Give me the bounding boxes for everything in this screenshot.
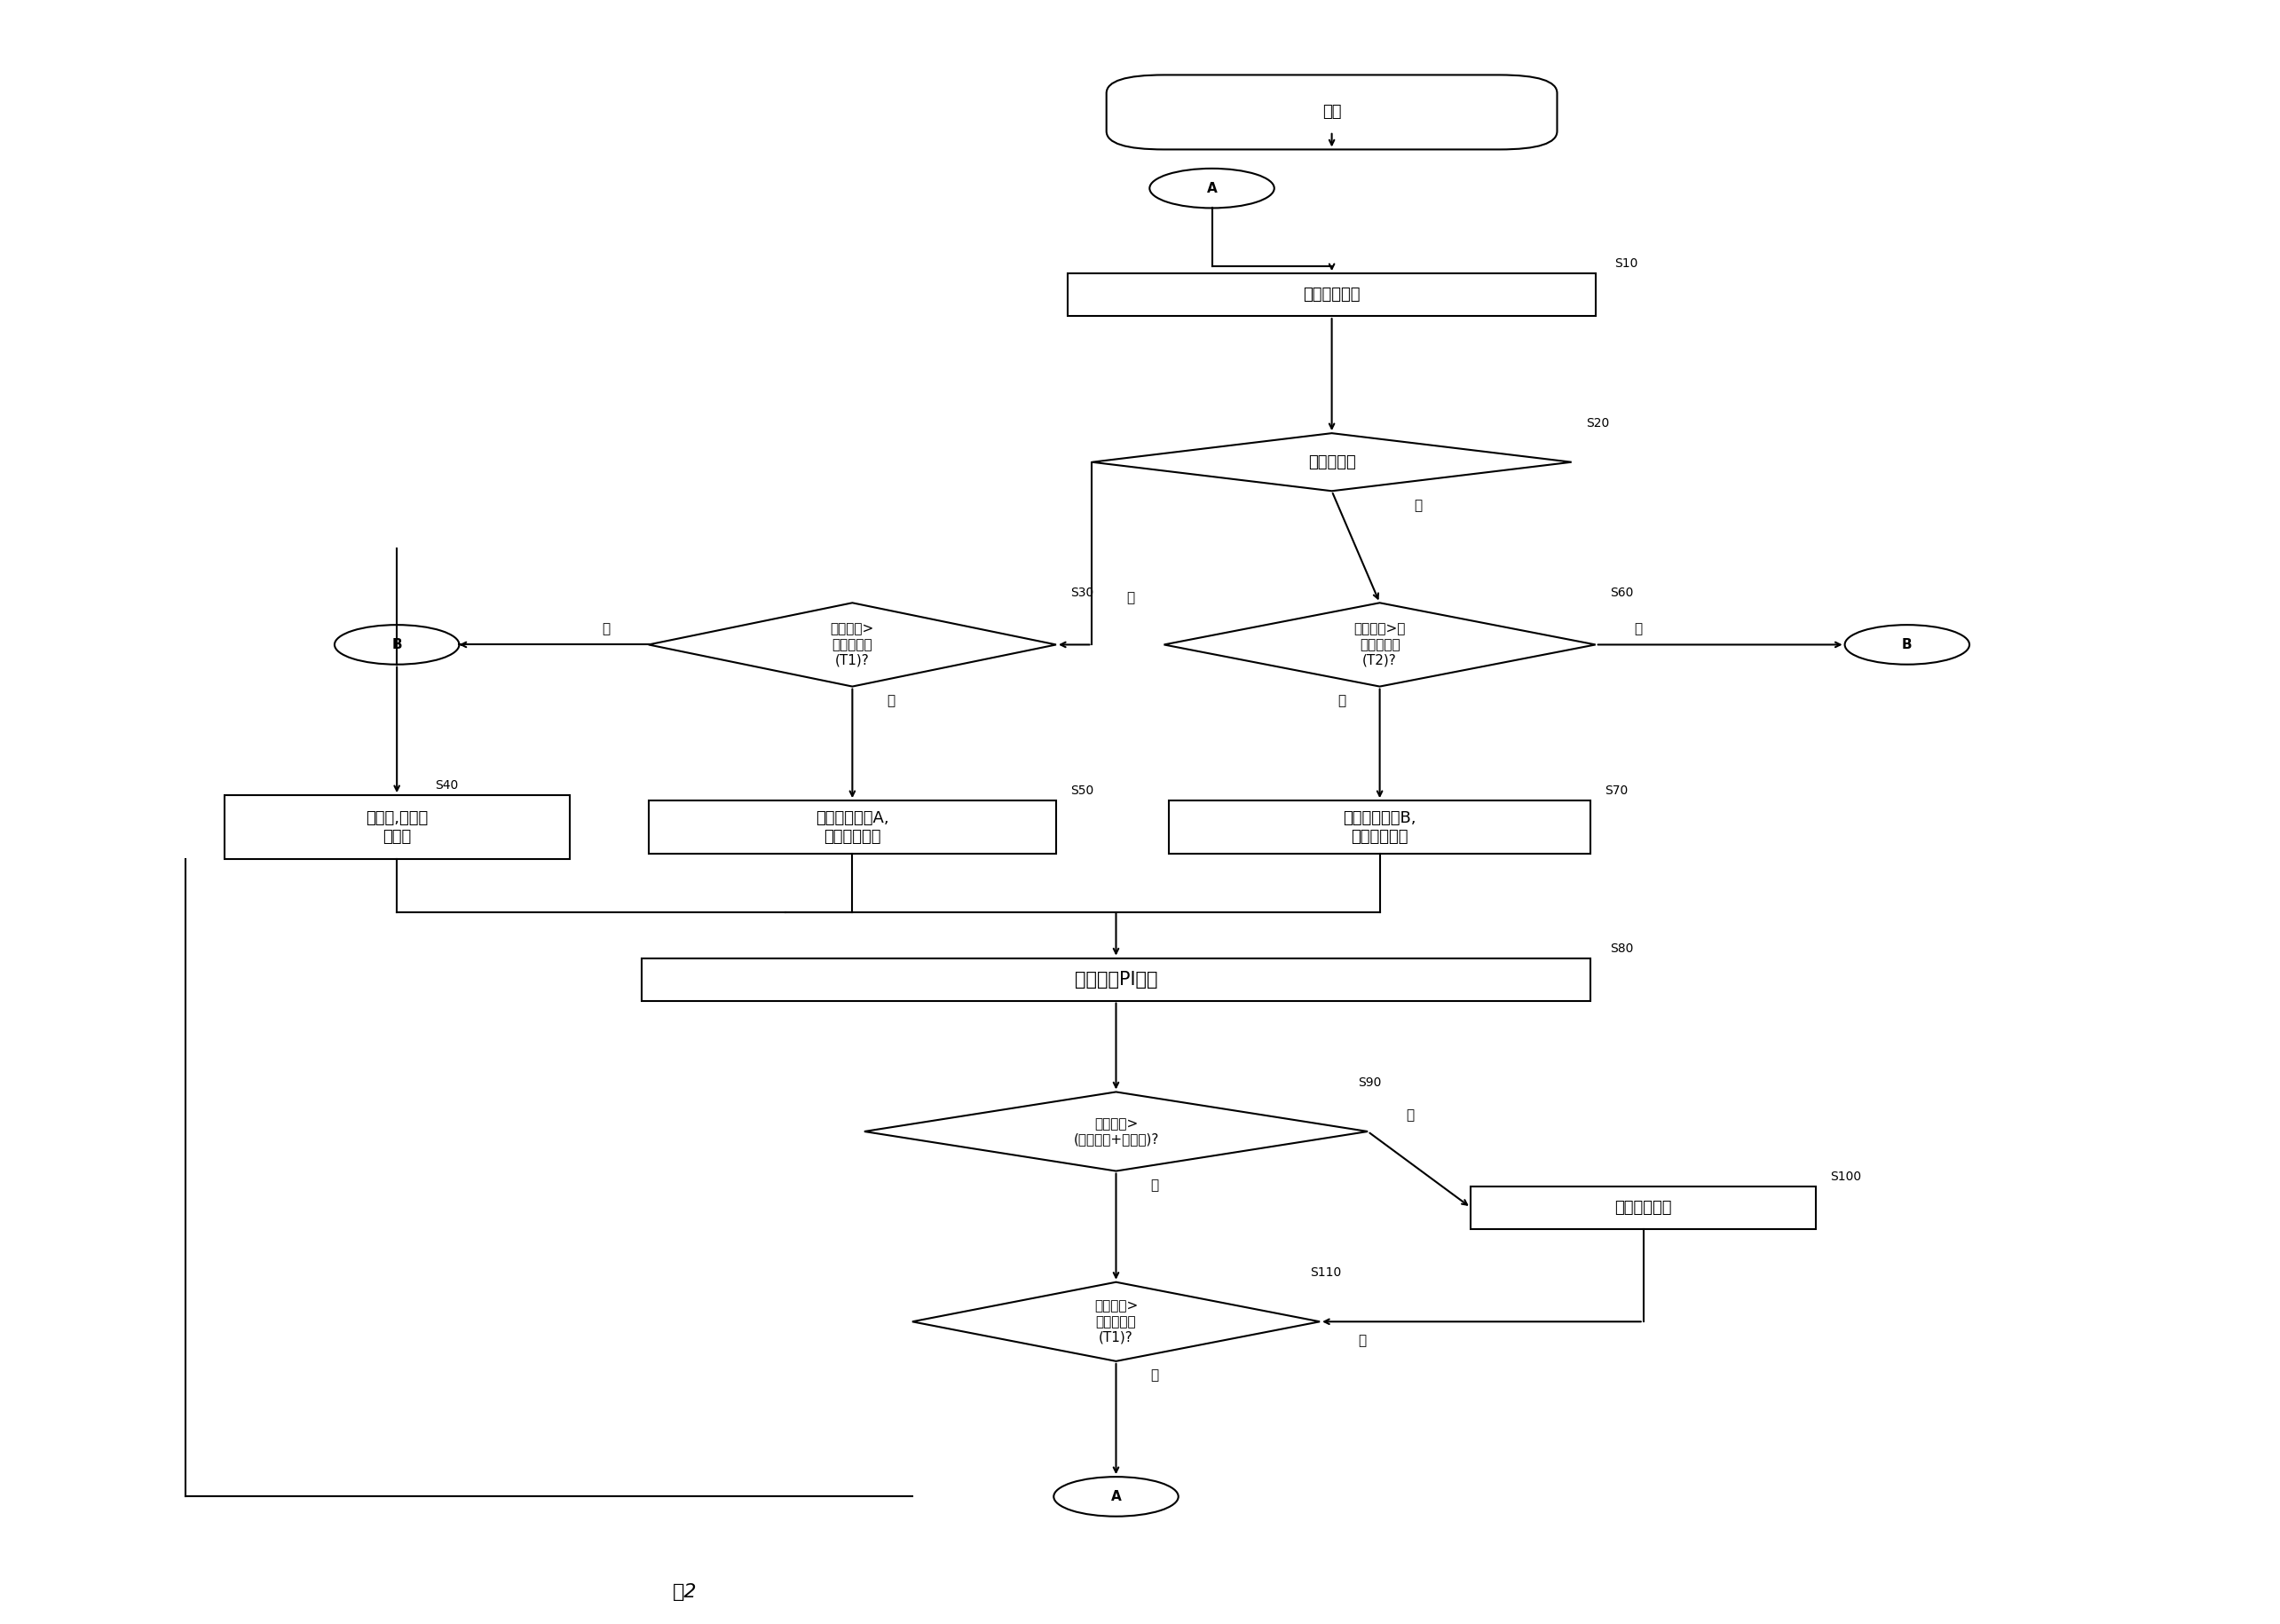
Text: S50: S50 [1072,784,1094,797]
Text: 否: 否 [1414,499,1423,512]
Text: 是: 是 [887,693,894,708]
Circle shape [1053,1476,1179,1517]
Text: 当前温度>
第一设定温
(T1)?: 当前温度> 第一设定温 (T1)? [1094,1299,1138,1343]
Text: B: B [392,638,401,651]
Text: 阀开闭量PI控制: 阀开闭量PI控制 [1074,971,1158,989]
Bar [648,801,1056,854]
Text: S60: S60 [1610,586,1632,599]
Polygon shape [864,1091,1368,1171]
Circle shape [1149,169,1275,208]
Text: 否: 否 [1359,1333,1366,1348]
Text: 是: 是 [1126,591,1135,604]
Text: 是: 是 [1407,1109,1414,1122]
Text: 否: 否 [1151,1179,1158,1192]
Text: S80: S80 [1610,942,1632,955]
Text: 是: 是 [1151,1369,1158,1382]
Text: S70: S70 [1605,784,1628,797]
Text: S10: S10 [1614,258,1637,270]
Circle shape [1845,625,1970,664]
Circle shape [335,625,458,664]
Text: 当前温度>第
二设定温度
(T2)?: 当前温度>第 二设定温度 (T2)? [1354,622,1407,667]
Bar [223,796,570,859]
Bar [1067,273,1596,317]
Text: S90: S90 [1359,1077,1382,1088]
Text: 当前温度>
(设定温度+加权值)?: 当前温度> (设定温度+加权值)? [1074,1117,1158,1147]
Text: 是: 是 [1338,693,1345,708]
Bar [1471,1186,1815,1229]
Polygon shape [1165,603,1596,687]
Bar [1170,801,1591,854]
Polygon shape [1092,434,1571,490]
FancyBboxPatch shape [1106,75,1557,149]
Polygon shape [912,1281,1320,1361]
Text: A: A [1206,182,1218,195]
Text: S100: S100 [1831,1171,1860,1182]
Text: 否: 否 [602,622,611,635]
Text: 开始: 开始 [1322,104,1341,120]
Text: 阀关闭,冷却风
扇断开: 阀关闭,冷却风 扇断开 [365,810,429,844]
Text: S40: S40 [435,780,458,793]
Text: S110: S110 [1311,1267,1341,1278]
Text: S20: S20 [1587,417,1610,430]
Text: 当前温度>
第一设定温
(T1)?: 当前温度> 第一设定温 (T1)? [830,622,873,667]
Text: 阀打开开闭量A,
冷却风扇低速: 阀打开开闭量A, 冷却风扇低速 [816,810,889,844]
Polygon shape [648,603,1056,687]
Text: A: A [1110,1489,1122,1504]
Bar [641,958,1591,1000]
Text: 判断运转负荷: 判断运转负荷 [1304,287,1361,302]
Text: B: B [1902,638,1913,651]
Text: S30: S30 [1072,586,1094,599]
Text: 否: 否 [1635,622,1642,635]
Text: 全负荷运转: 全负荷运转 [1309,455,1357,469]
Text: 冷却风扇高速: 冷却风扇高速 [1614,1200,1671,1215]
Text: 图2: 图2 [673,1583,698,1601]
Text: 阀打开开闭量B,
冷却风扇低速: 阀打开开闭量B, 冷却风扇低速 [1343,810,1416,844]
